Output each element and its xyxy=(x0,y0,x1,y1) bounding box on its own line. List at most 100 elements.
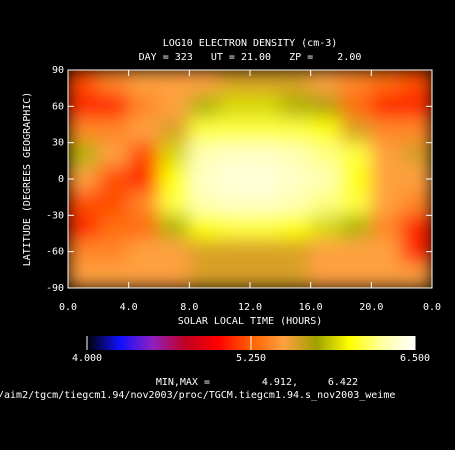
y-tick-label: 60 xyxy=(52,101,64,112)
heatmap-cell xyxy=(97,117,130,144)
heatmap-cell xyxy=(340,239,372,265)
heatmap-cell xyxy=(401,190,432,216)
x-tick-label: 0.0 xyxy=(423,302,441,313)
heatmap-cell xyxy=(128,263,160,288)
min-max-label: MIN,MAX = xyxy=(156,377,210,388)
heatmap-cell xyxy=(68,190,99,216)
heatmap-cell xyxy=(188,214,221,241)
heatmap-cell xyxy=(219,117,251,144)
heatmap-cell xyxy=(249,142,281,168)
heatmap-cell xyxy=(219,142,251,168)
heatmap-cell xyxy=(310,93,342,119)
heatmap-cell xyxy=(249,263,281,288)
heatmap-cell xyxy=(340,214,372,241)
y-tick-label: -60 xyxy=(46,247,64,258)
chart-subtitle: DAY = 323 UT = 21.00 ZP = 2.00 xyxy=(139,52,362,63)
y-tick-label: 90 xyxy=(52,65,64,76)
heatmap-cell xyxy=(340,166,372,192)
heatmap-cell xyxy=(188,166,221,192)
heatmap-cell xyxy=(188,239,221,265)
chart-title: LOG10 ELECTRON DENSITY (cm-3) xyxy=(163,38,338,49)
heatmap-cell xyxy=(188,70,221,95)
heatmap-cell xyxy=(188,142,221,168)
heatmap-cell xyxy=(68,263,99,288)
heatmap-cell xyxy=(279,70,312,95)
heatmap-cell xyxy=(68,214,99,241)
heatmap-cell xyxy=(310,190,342,216)
heatmap-cell xyxy=(370,239,403,265)
heatmap-cell xyxy=(310,214,342,241)
heatmap-cell xyxy=(310,263,342,288)
heatmap-cell xyxy=(158,93,190,119)
heatmap-cell xyxy=(97,70,130,95)
heatmap-cell xyxy=(370,190,403,216)
colorbar-tick-label: 5.250 xyxy=(236,353,266,364)
heatmap-cell xyxy=(340,70,372,95)
heatmap-cell xyxy=(158,70,190,95)
heatmap-cell xyxy=(401,263,432,288)
heatmap-cell xyxy=(158,117,190,144)
heatmap-cell xyxy=(279,166,312,192)
x-tick-label: 8.0 xyxy=(180,302,198,313)
heatmap-cell xyxy=(310,117,342,144)
heatmap-cell xyxy=(370,142,403,168)
heatmap-cell xyxy=(310,70,342,95)
heatmap-cell xyxy=(340,93,372,119)
heatmap-cell xyxy=(68,70,99,95)
heatmap-cell xyxy=(68,117,99,144)
heatmap-cell xyxy=(370,93,403,119)
heatmap-cell xyxy=(158,263,190,288)
heatmap-cell xyxy=(68,142,99,168)
colorbar-tick-label: 4.000 xyxy=(72,353,102,364)
y-axis-label: LATITUDE (DEGREES GEOGRAPHIC) xyxy=(22,92,33,267)
heatmap-cell xyxy=(219,166,251,192)
heatmap-cell xyxy=(188,190,221,216)
x-tick-label: 12.0 xyxy=(238,302,262,313)
heatmap-cell xyxy=(249,117,281,144)
heatmap-cell xyxy=(97,166,130,192)
heatmap-cell xyxy=(97,93,130,119)
heatmap-cell xyxy=(128,214,160,241)
heatmap-cell xyxy=(97,142,130,168)
heatmap-cell xyxy=(128,166,160,192)
heatmap-cell xyxy=(219,93,251,119)
heatmap-cell xyxy=(370,263,403,288)
heatmap-cell xyxy=(279,117,312,144)
x-tick-label: 0.0 xyxy=(59,302,77,313)
heatmap-cell xyxy=(401,142,432,168)
heatmap-cell xyxy=(158,214,190,241)
heatmap-cell xyxy=(188,93,221,119)
heatmap-cell xyxy=(279,142,312,168)
colorbar-tick-label: 6.500 xyxy=(400,353,430,364)
heatmap-cell xyxy=(219,190,251,216)
heatmap-cell xyxy=(97,190,130,216)
heatmap-cell xyxy=(158,239,190,265)
min-value: 4.912, xyxy=(262,377,298,388)
heatmap-cell xyxy=(249,70,281,95)
heatmap-cell xyxy=(97,263,130,288)
heatmap-cell xyxy=(158,190,190,216)
y-tick-label: 0 xyxy=(58,174,64,185)
heatmap-cell xyxy=(97,214,130,241)
heatmap-cell xyxy=(279,214,312,241)
x-tick-label: 20.0 xyxy=(359,302,383,313)
max-value: 6.422 xyxy=(328,377,358,388)
heatmap-cell xyxy=(188,117,221,144)
heatmap-cell xyxy=(340,263,372,288)
y-tick-label: -30 xyxy=(46,210,64,221)
heatmap-cell xyxy=(279,263,312,288)
heatmap-cell xyxy=(310,166,342,192)
heatmap-cell xyxy=(128,190,160,216)
heatmap-cell xyxy=(370,70,403,95)
heatmap-cell xyxy=(370,214,403,241)
heatmap-cell xyxy=(401,117,432,144)
heatmap-cell xyxy=(279,239,312,265)
x-tick-label: 4.0 xyxy=(120,302,138,313)
heatmap-cell xyxy=(97,239,130,265)
heatmap-cell xyxy=(128,117,160,144)
heatmap-cell xyxy=(128,70,160,95)
heatmap-cells xyxy=(68,70,432,288)
y-tick-label: -90 xyxy=(46,283,64,294)
heatmap-cell xyxy=(128,239,160,265)
